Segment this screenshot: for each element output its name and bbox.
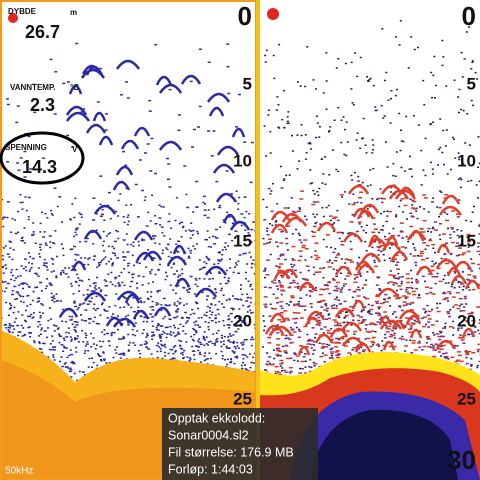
- readout-label: SPENNING: [5, 143, 47, 152]
- readout-value: 14.3: [22, 157, 57, 177]
- readout-value: 2.3: [30, 95, 55, 115]
- depth-label: 10: [457, 151, 476, 170]
- depth-label: 10: [233, 151, 252, 170]
- readout-unit: V: [72, 145, 78, 154]
- record-dot: [8, 13, 18, 23]
- fish-arches: [264, 184, 480, 356]
- popup-size: Fil størrelse: 176.9 MB: [168, 445, 294, 459]
- panel-divider: [256, 0, 260, 480]
- depth-label: 0: [238, 1, 252, 31]
- depth-scales: 0 5 10 15 20 25 0 5 10 15 20 25 30: [233, 1, 476, 475]
- recording-popup: [162, 408, 318, 480]
- depth-label: 20: [233, 311, 252, 330]
- depth-label: 20: [457, 311, 476, 330]
- depth-label: 15: [233, 231, 252, 250]
- highlight-ellipse: [0, 131, 85, 185]
- echo-dots: [262, 184, 480, 382]
- depth-label: 30: [447, 445, 476, 475]
- readout-label: VANNTEMP.: [10, 83, 56, 92]
- record-dot: [267, 8, 279, 20]
- depth-label: 5: [243, 74, 252, 93]
- bottom-echo-dark: [310, 409, 458, 480]
- depth-label: 15: [457, 231, 476, 250]
- readout-label: DYBDE: [8, 7, 37, 16]
- readout-unit: °C: [70, 83, 79, 92]
- fish-arches: [58, 59, 251, 328]
- echo-dots: [262, 20, 480, 382]
- readout-value: 26.7: [25, 22, 60, 42]
- readout-unit: m: [70, 8, 77, 17]
- depth-label: 25: [457, 389, 476, 408]
- depth-label: 0: [462, 1, 476, 31]
- depth-label: 5: [467, 74, 476, 93]
- popup-file: Sonar0004.sl2: [168, 428, 249, 442]
- frequency: 50kHz: [5, 466, 33, 477]
- depth-label: 25: [233, 389, 252, 408]
- popup-elapsed: Forløp: 1:44:03: [168, 462, 253, 476]
- popup-title: Opptak ekkolodd:: [168, 411, 265, 425]
